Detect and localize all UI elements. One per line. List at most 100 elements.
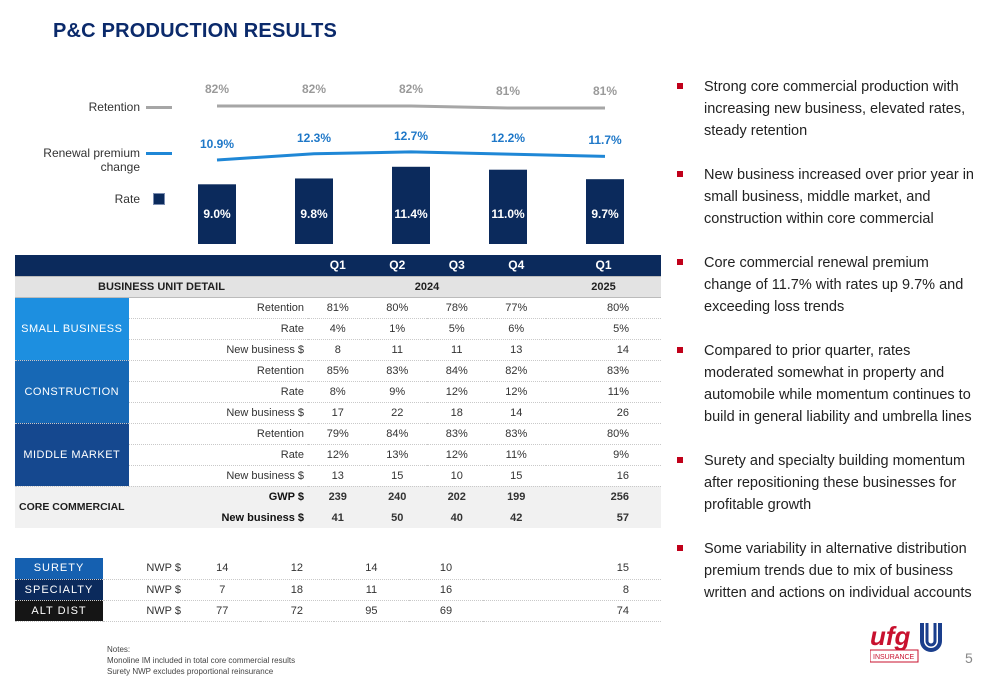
year-2025-label: 2025 [546, 275, 661, 298]
rate-bar-label: 9.8% [300, 207, 328, 221]
core-row: New business $41 50 40 42 57 [15, 507, 661, 528]
table-cell: 41 [308, 507, 368, 528]
quarter-header: Q2 [367, 255, 427, 276]
table-cell: 84% [367, 423, 427, 445]
commentary-bullets: Strong core commercial production with i… [677, 76, 977, 626]
table-row: Rate 12% 13% 12% 11% 9% [15, 444, 661, 466]
retention-label: 82% [204, 82, 230, 96]
table-cell: 80% [546, 297, 661, 319]
bullet-square-icon [677, 347, 683, 353]
table-cell: 14 [185, 558, 260, 580]
quarter-header-row: Q1 Q2 Q3 Q4 Q1 [15, 255, 661, 276]
rate-bar-label: 11.4% [394, 207, 428, 221]
table-row: Rate 8% 9% 12% 12% 11% [15, 381, 661, 403]
renewal-premium-line [216, 150, 606, 162]
metric-label: New business $ [128, 339, 308, 361]
retention-line [217, 104, 605, 110]
table-cell: 9% [546, 444, 661, 466]
table-cell: 1% [367, 318, 427, 340]
bullet-item: Some variability in alternative distribu… [677, 538, 977, 604]
renewal-premium-label: 10.9% [199, 137, 235, 151]
table-cell: 82% [486, 360, 546, 382]
bullet-item: Core commercial renewal premium change o… [677, 252, 977, 318]
table-cell: 13 [308, 465, 368, 487]
legend-renewal-label: Renewal premium change [43, 146, 140, 174]
legend-rate-label: Rate [114, 192, 140, 206]
business-unit-detail-label: BUSINESS UNIT DETAIL [15, 275, 308, 298]
table-cell: 85% [308, 360, 368, 382]
segment-label: SMALL BUSINESS [15, 297, 129, 361]
metric-label: NWP $ [103, 579, 185, 601]
table-cell: 11% [546, 381, 661, 403]
bullet-item: Compared to prior quarter, rates moderat… [677, 340, 977, 428]
table-cell: 12% [486, 381, 546, 403]
table-cell: 6% [486, 318, 546, 340]
segment-label: SURETY [15, 558, 103, 580]
segment-label: CONSTRUCTION [15, 360, 129, 424]
table-cell: 83% [546, 360, 661, 382]
table-cell: 74 [483, 600, 661, 622]
table-cell: 22 [367, 402, 427, 424]
table-row: SPECIALTY NWP $7 18 11 16 8 [15, 579, 661, 601]
metric-label: NWP $ [103, 600, 185, 622]
renewal-premium-label: 12.3% [296, 130, 332, 145]
table-cell: 13 [486, 339, 546, 361]
table-cell: 26 [546, 402, 661, 424]
table-cell: 18 [427, 402, 487, 424]
renewal-premium-label: 11.7% [588, 133, 622, 148]
retention-label: 82% [301, 82, 327, 96]
table-cell: 7 [185, 579, 260, 601]
table-cell: 15 [483, 558, 661, 580]
table-cell: 83% [427, 423, 487, 445]
table-cell: 11 [367, 339, 427, 361]
table-cell: 8% [308, 381, 368, 403]
table-cell: 40 [427, 507, 487, 528]
table-cell: 199 [486, 486, 546, 507]
table-cell: 84% [427, 360, 487, 382]
table-row: CONSTRUCTION Retention 85% 83% 84% 82% 83% [15, 360, 661, 424]
page-number: 5 [965, 650, 973, 666]
table-cell: 10 [408, 558, 484, 580]
year-header-row: BUSINESS UNIT DETAIL 2024 2025 [15, 275, 661, 298]
rate-bar [489, 169, 527, 244]
table-cell: 11 [334, 579, 409, 601]
table-cell: 17 [308, 402, 368, 424]
table-cell: 4% [308, 318, 368, 340]
table-cell: 5% [427, 318, 487, 340]
table-row: SURETY NWP $14 12 14 10 15 [15, 558, 661, 580]
rate-bar [392, 166, 430, 244]
table-cell: 15 [367, 465, 427, 487]
table-cell: 72 [259, 600, 335, 622]
retention-label: 81% [592, 84, 618, 98]
legend-renewal-line [146, 152, 172, 155]
rate-bar [295, 178, 333, 244]
table-cell: 8 [308, 339, 368, 361]
bullet-square-icon [677, 171, 683, 177]
table-cell: 12% [427, 444, 487, 466]
table-row: ALT DIST NWP $77 72 95 69 74 [15, 600, 661, 622]
table-cell: 202 [427, 486, 487, 507]
metric-label: New business $ [128, 465, 308, 487]
table-cell: 81% [308, 297, 368, 319]
table-cell: 8 [483, 579, 661, 601]
rate-bar-label: 9.0% [203, 207, 231, 221]
table-cell: 12 [259, 558, 335, 580]
rate-bar [586, 179, 624, 244]
quarter-header: Q3 [427, 255, 487, 276]
table-cell: 77 [185, 600, 260, 622]
table-cell: 95 [334, 600, 409, 622]
footnotes: Notes: Monoline IM included in total cor… [107, 645, 296, 676]
ufg-logo-icon: ufg INSURANCE [869, 621, 942, 663]
table-cell: 16 [408, 579, 484, 601]
legend-rate-swatch [153, 193, 165, 205]
table-cell: 15 [486, 465, 546, 487]
table-cell: 5% [546, 318, 661, 340]
table-row: Rate 4% 1% 5% 6% 5% [15, 318, 661, 340]
svg-text:ufg: ufg [870, 621, 911, 651]
metric-label: GWP $ [128, 486, 308, 507]
metric-label: New business $ [128, 507, 308, 528]
metric-label: Rate [128, 444, 308, 466]
renewal-premium-label: 12.2% [490, 131, 526, 146]
table-cell: 9% [367, 381, 427, 403]
page-title: P&C PRODUCTION RESULTS [53, 20, 338, 42]
